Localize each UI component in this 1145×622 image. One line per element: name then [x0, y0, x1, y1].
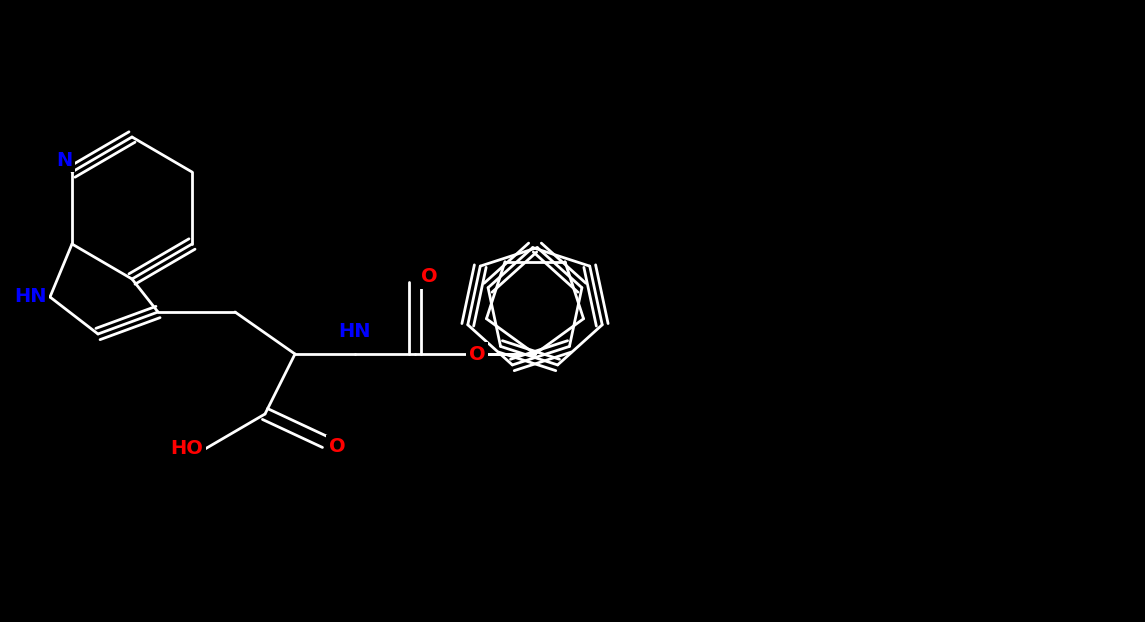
- Text: HO: HO: [171, 440, 204, 458]
- Text: N: N: [56, 151, 72, 170]
- Text: O: O: [329, 437, 346, 457]
- Text: O: O: [420, 267, 437, 287]
- Text: HN: HN: [14, 287, 46, 307]
- Text: HN: HN: [339, 322, 371, 341]
- Text: O: O: [468, 345, 485, 363]
